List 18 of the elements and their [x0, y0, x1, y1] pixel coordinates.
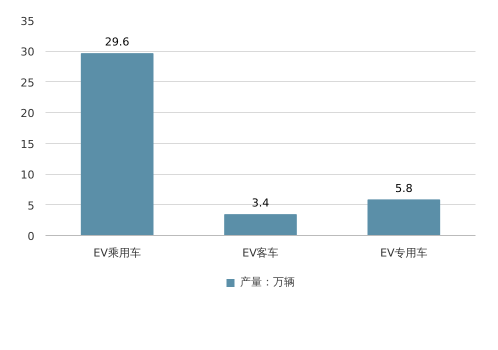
- y-tick-label: 0: [28, 230, 34, 243]
- legend-label: 产量：万辆: [240, 274, 295, 290]
- y-tick-label: 25: [20, 76, 35, 90]
- y-tick-label: 35: [20, 15, 35, 28]
- bar: [368, 199, 440, 236]
- bar: [80, 53, 154, 236]
- x-tick-label: EV专用车: [380, 246, 428, 260]
- data-label: 5.8: [395, 182, 413, 195]
- y-tick-label: 15: [20, 138, 35, 151]
- bar: [224, 214, 297, 236]
- y-tick-label: 30: [20, 46, 35, 59]
- y-tick-label: 10: [20, 168, 35, 182]
- y-tick-label: 5: [28, 199, 34, 212]
- x-tick-label: EV客车: [242, 246, 279, 260]
- x-tick-label: EV乘用车: [93, 246, 141, 260]
- data-label: 3.4: [252, 196, 270, 210]
- y-tick-label: 20: [20, 107, 35, 120]
- data-label: 29.6: [104, 36, 130, 49]
